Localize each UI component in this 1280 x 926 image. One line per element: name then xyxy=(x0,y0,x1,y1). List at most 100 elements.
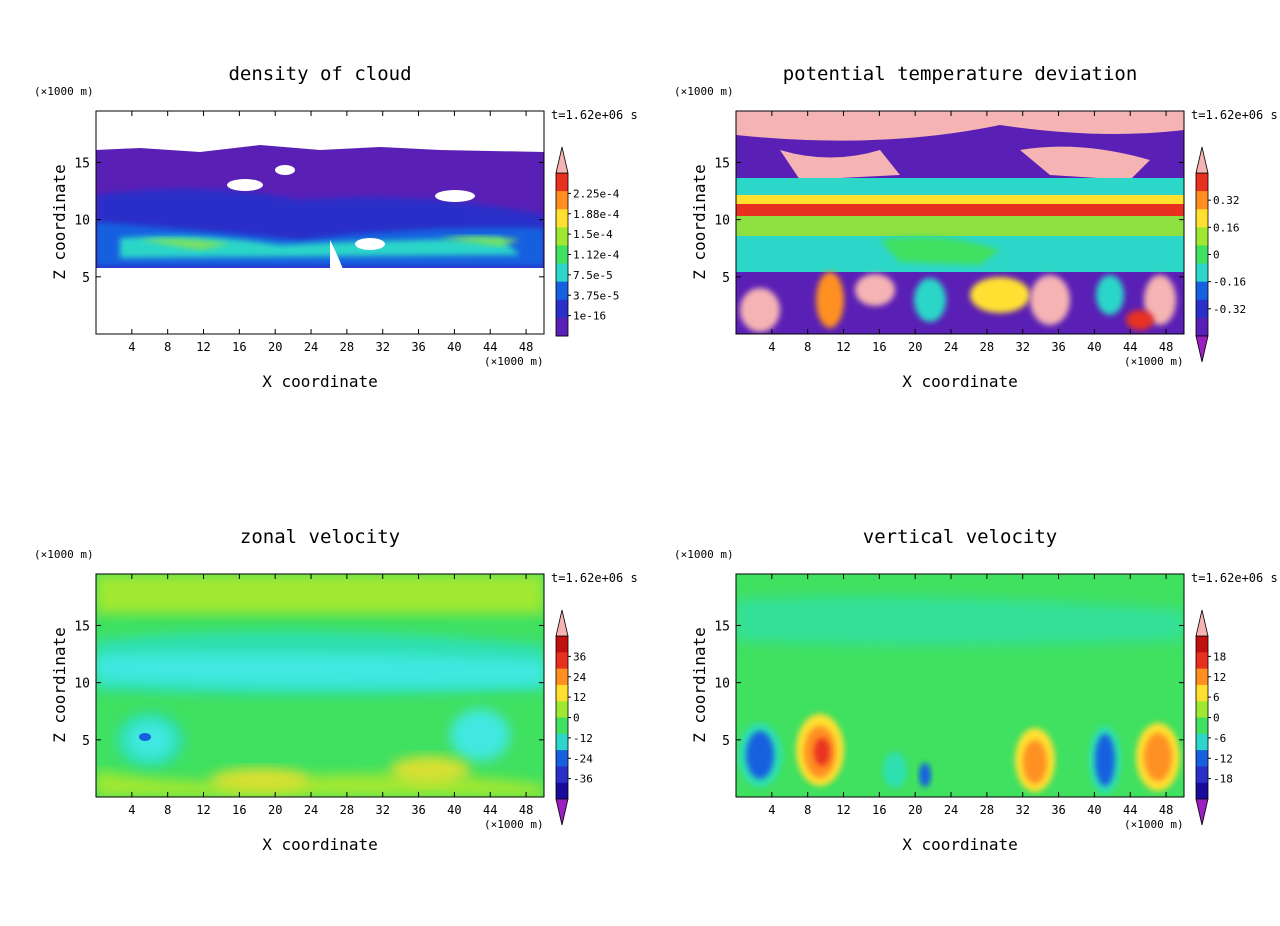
colorbar-swatch xyxy=(1196,668,1208,686)
x-tick-label: 40 xyxy=(447,340,461,354)
x-axis-label: X coordinate xyxy=(902,835,1018,854)
x-tick-label: 40 xyxy=(1087,803,1101,817)
colorbar-swatch xyxy=(556,227,568,246)
colorbar-swatch xyxy=(556,733,568,751)
panel-potential-temperature-deviation: potential temperature deviation (×1000 m… xyxy=(674,63,1278,391)
time-label: t=1.62e+06 s xyxy=(551,108,638,122)
y-tick-label: 10 xyxy=(714,677,730,692)
y-tick-label: 5 xyxy=(82,271,90,286)
x-tick-label: 20 xyxy=(908,803,922,817)
y-ticks: 5 10 15 xyxy=(74,156,544,286)
x-tick-label: 40 xyxy=(447,803,461,817)
x-ticks: 4 8 12 16 20 24 28 32 36 40 44 48 xyxy=(128,574,533,817)
x-tick-label: 4 xyxy=(768,340,775,354)
colorbar-label: 0 xyxy=(1213,249,1220,262)
y-axis-label: Z coordinate xyxy=(50,627,69,743)
y-ticks: 5 10 15 xyxy=(714,156,1184,286)
colorbar-arrow-max xyxy=(1195,609,1209,637)
colorbar-swatch xyxy=(1196,245,1208,265)
colorbar-label: -24 xyxy=(573,752,593,765)
x-tick-label: 16 xyxy=(872,803,886,817)
colorbar-label: 1.88e-4 xyxy=(573,208,620,221)
colorbar-label: -0.32 xyxy=(1213,303,1246,316)
y-tick-label: 10 xyxy=(74,214,90,229)
colorbar-label: 1.12e-4 xyxy=(573,249,620,262)
x-tick-label: 44 xyxy=(1123,803,1137,817)
x-tick-label: 36 xyxy=(1051,803,1065,817)
colorbar-label: 6 xyxy=(1213,691,1220,704)
colorbar-swatch xyxy=(1196,209,1208,228)
colorbar-label: -18 xyxy=(1213,773,1233,786)
x-tick-label: 24 xyxy=(304,803,318,817)
panel-title: vertical velocity xyxy=(863,526,1057,548)
colorbar-swatch xyxy=(1196,766,1208,784)
colorbar-arrow-min xyxy=(555,798,569,826)
colorbar-label: 1e-16 xyxy=(573,310,606,323)
y-axis-label: Z coordinate xyxy=(50,164,69,280)
x-tick-label: 16 xyxy=(872,340,886,354)
x-tick-label: 20 xyxy=(268,340,282,354)
contour-field xyxy=(736,574,1184,797)
panel-title: zonal velocity xyxy=(240,526,400,548)
x-tick-label: 8 xyxy=(804,340,811,354)
colorbar-label: 1.5e-4 xyxy=(573,228,613,241)
x-tick-label: 8 xyxy=(164,803,171,817)
x-tick-label: 32 xyxy=(375,340,389,354)
colorbar-swatch xyxy=(1196,684,1208,702)
plot-frame xyxy=(735,573,1185,798)
colorbar-swatch xyxy=(556,684,568,702)
x-tick-label: 36 xyxy=(411,803,425,817)
colorbar: 36 24 12 0 -12 -24 -36 xyxy=(555,609,593,826)
colorbar-label: 0.32 xyxy=(1213,194,1240,207)
x-tick-label: 28 xyxy=(980,340,994,354)
colorbar-label: 12 xyxy=(573,691,586,704)
x-tick-label: 16 xyxy=(232,803,246,817)
colorbar-label: 0 xyxy=(1213,712,1220,725)
colorbar-swatch xyxy=(556,245,568,265)
colorbar-label: 0.16 xyxy=(1213,221,1240,234)
colorbar: 18 12 6 0 -6 -12 -18 xyxy=(1195,609,1233,826)
x-tick-label: 20 xyxy=(908,340,922,354)
y-tick-label: 15 xyxy=(714,619,730,634)
colorbar-label: -6 xyxy=(1213,732,1226,745)
y-tick-label: 10 xyxy=(714,214,730,229)
x-tick-label: 32 xyxy=(1015,803,1029,817)
panel-vertical-velocity: vertical velocity (×1000 m) t=1.62e+06 s… xyxy=(674,526,1278,854)
colorbar-swatch xyxy=(1196,782,1208,800)
colorbar-swatch xyxy=(556,209,568,228)
x-tick-label: 24 xyxy=(304,340,318,354)
colorbar-swatch xyxy=(1196,227,1208,246)
x-tick-label: 24 xyxy=(944,803,958,817)
colorbar-swatch xyxy=(556,173,568,192)
x-tick-label: 24 xyxy=(944,340,958,354)
colorbar-swatch xyxy=(1196,733,1208,751)
y-unit-label: (×1000 m) xyxy=(674,85,734,98)
y-ticks: 5 10 15 xyxy=(714,619,1184,749)
time-label: t=1.62e+06 s xyxy=(551,571,638,585)
colorbar-swatch xyxy=(556,766,568,784)
panel-title: potential temperature deviation xyxy=(783,63,1138,85)
colorbar-label: 2.25e-4 xyxy=(573,187,620,200)
y-ticks: 5 10 15 xyxy=(74,619,544,749)
colorbar-swatch xyxy=(1196,299,1208,319)
colorbar-swatch xyxy=(1196,717,1208,735)
x-unit-label: (×1000 m) xyxy=(1124,818,1184,831)
x-unit-label: (×1000 m) xyxy=(1124,355,1184,368)
colorbar-swatch xyxy=(556,636,568,653)
panel-density-of-cloud: density of cloud (×1000 m) t=1.62e+06 s … xyxy=(34,63,638,391)
colorbar-swatch xyxy=(1196,191,1208,210)
y-axis-label: Z coordinate xyxy=(690,627,709,743)
y-tick-label: 5 xyxy=(722,734,730,749)
x-axis-label: X coordinate xyxy=(262,372,378,391)
x-tick-label: 28 xyxy=(340,803,354,817)
x-tick-label: 28 xyxy=(340,340,354,354)
x-tick-label: 40 xyxy=(1087,340,1101,354)
colorbar-label: 0 xyxy=(573,712,580,725)
x-tick-label: 12 xyxy=(836,340,850,354)
colorbar-label: 36 xyxy=(573,650,586,663)
colorbar-swatch xyxy=(556,191,568,210)
colorbar-arrow-max xyxy=(555,146,569,174)
x-tick-label: 48 xyxy=(1159,803,1173,817)
